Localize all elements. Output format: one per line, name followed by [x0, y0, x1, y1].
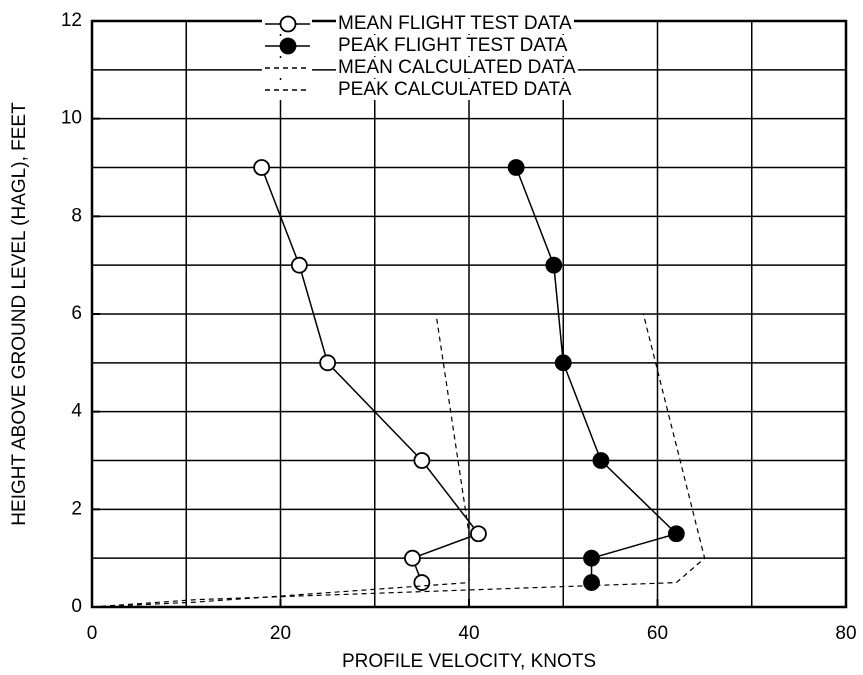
legend-label: PEAK FLIGHT TEST DATA: [338, 35, 568, 56]
legend-label: MEAN CALCULATED DATA: [338, 57, 576, 78]
y-axis-label: HEIGHT ABOVE GROUND LEVEL (HAGL), FEET: [9, 102, 30, 526]
y-tick-label: 4: [71, 401, 82, 422]
data-point: [253, 159, 271, 176]
data-point: [554, 354, 572, 372]
legend-text-bg: [336, 13, 574, 35]
data-point: [319, 354, 337, 372]
data-point: [470, 525, 487, 543]
x-tick-label: 60: [647, 623, 668, 644]
series-line: [91, 313, 706, 608]
legend-marker: [279, 37, 297, 55]
legend-marker: [279, 15, 297, 33]
x-tick-label: 40: [458, 623, 479, 644]
data-point: [667, 525, 685, 543]
y-tick-label: 2: [71, 498, 82, 519]
y-tick-label: 10: [61, 108, 82, 129]
x-tick-label: 0: [87, 623, 98, 644]
series-line: [260, 167, 480, 583]
y-tick-label: 12: [61, 10, 82, 31]
legend-text-bg: [336, 35, 570, 57]
legend-text-bg: [336, 57, 578, 79]
legend-label: PEAK CALCULATED DATA: [338, 79, 572, 100]
x-tick-label: 80: [835, 623, 856, 644]
data-point: [413, 574, 431, 591]
legend-text-bg: [336, 79, 574, 101]
legend-label: MEAN FLIGHT TEST DATA: [338, 13, 572, 34]
data-point: [583, 574, 600, 591]
data-point: [592, 452, 610, 469]
data-point: [545, 256, 563, 274]
x-axis-label: PROFILE VELOCITY, KNOTS: [342, 651, 596, 672]
y-tick-label: 8: [71, 205, 82, 226]
data-point: [404, 549, 421, 567]
y-tick-label: 0: [71, 596, 82, 617]
data-point: [507, 159, 525, 176]
data-point: [583, 549, 600, 567]
y-tick-label: 6: [71, 303, 82, 324]
data-point: [413, 452, 431, 469]
data-point: [290, 256, 308, 274]
series-line: [515, 167, 678, 583]
x-tick-label: 20: [270, 623, 291, 644]
